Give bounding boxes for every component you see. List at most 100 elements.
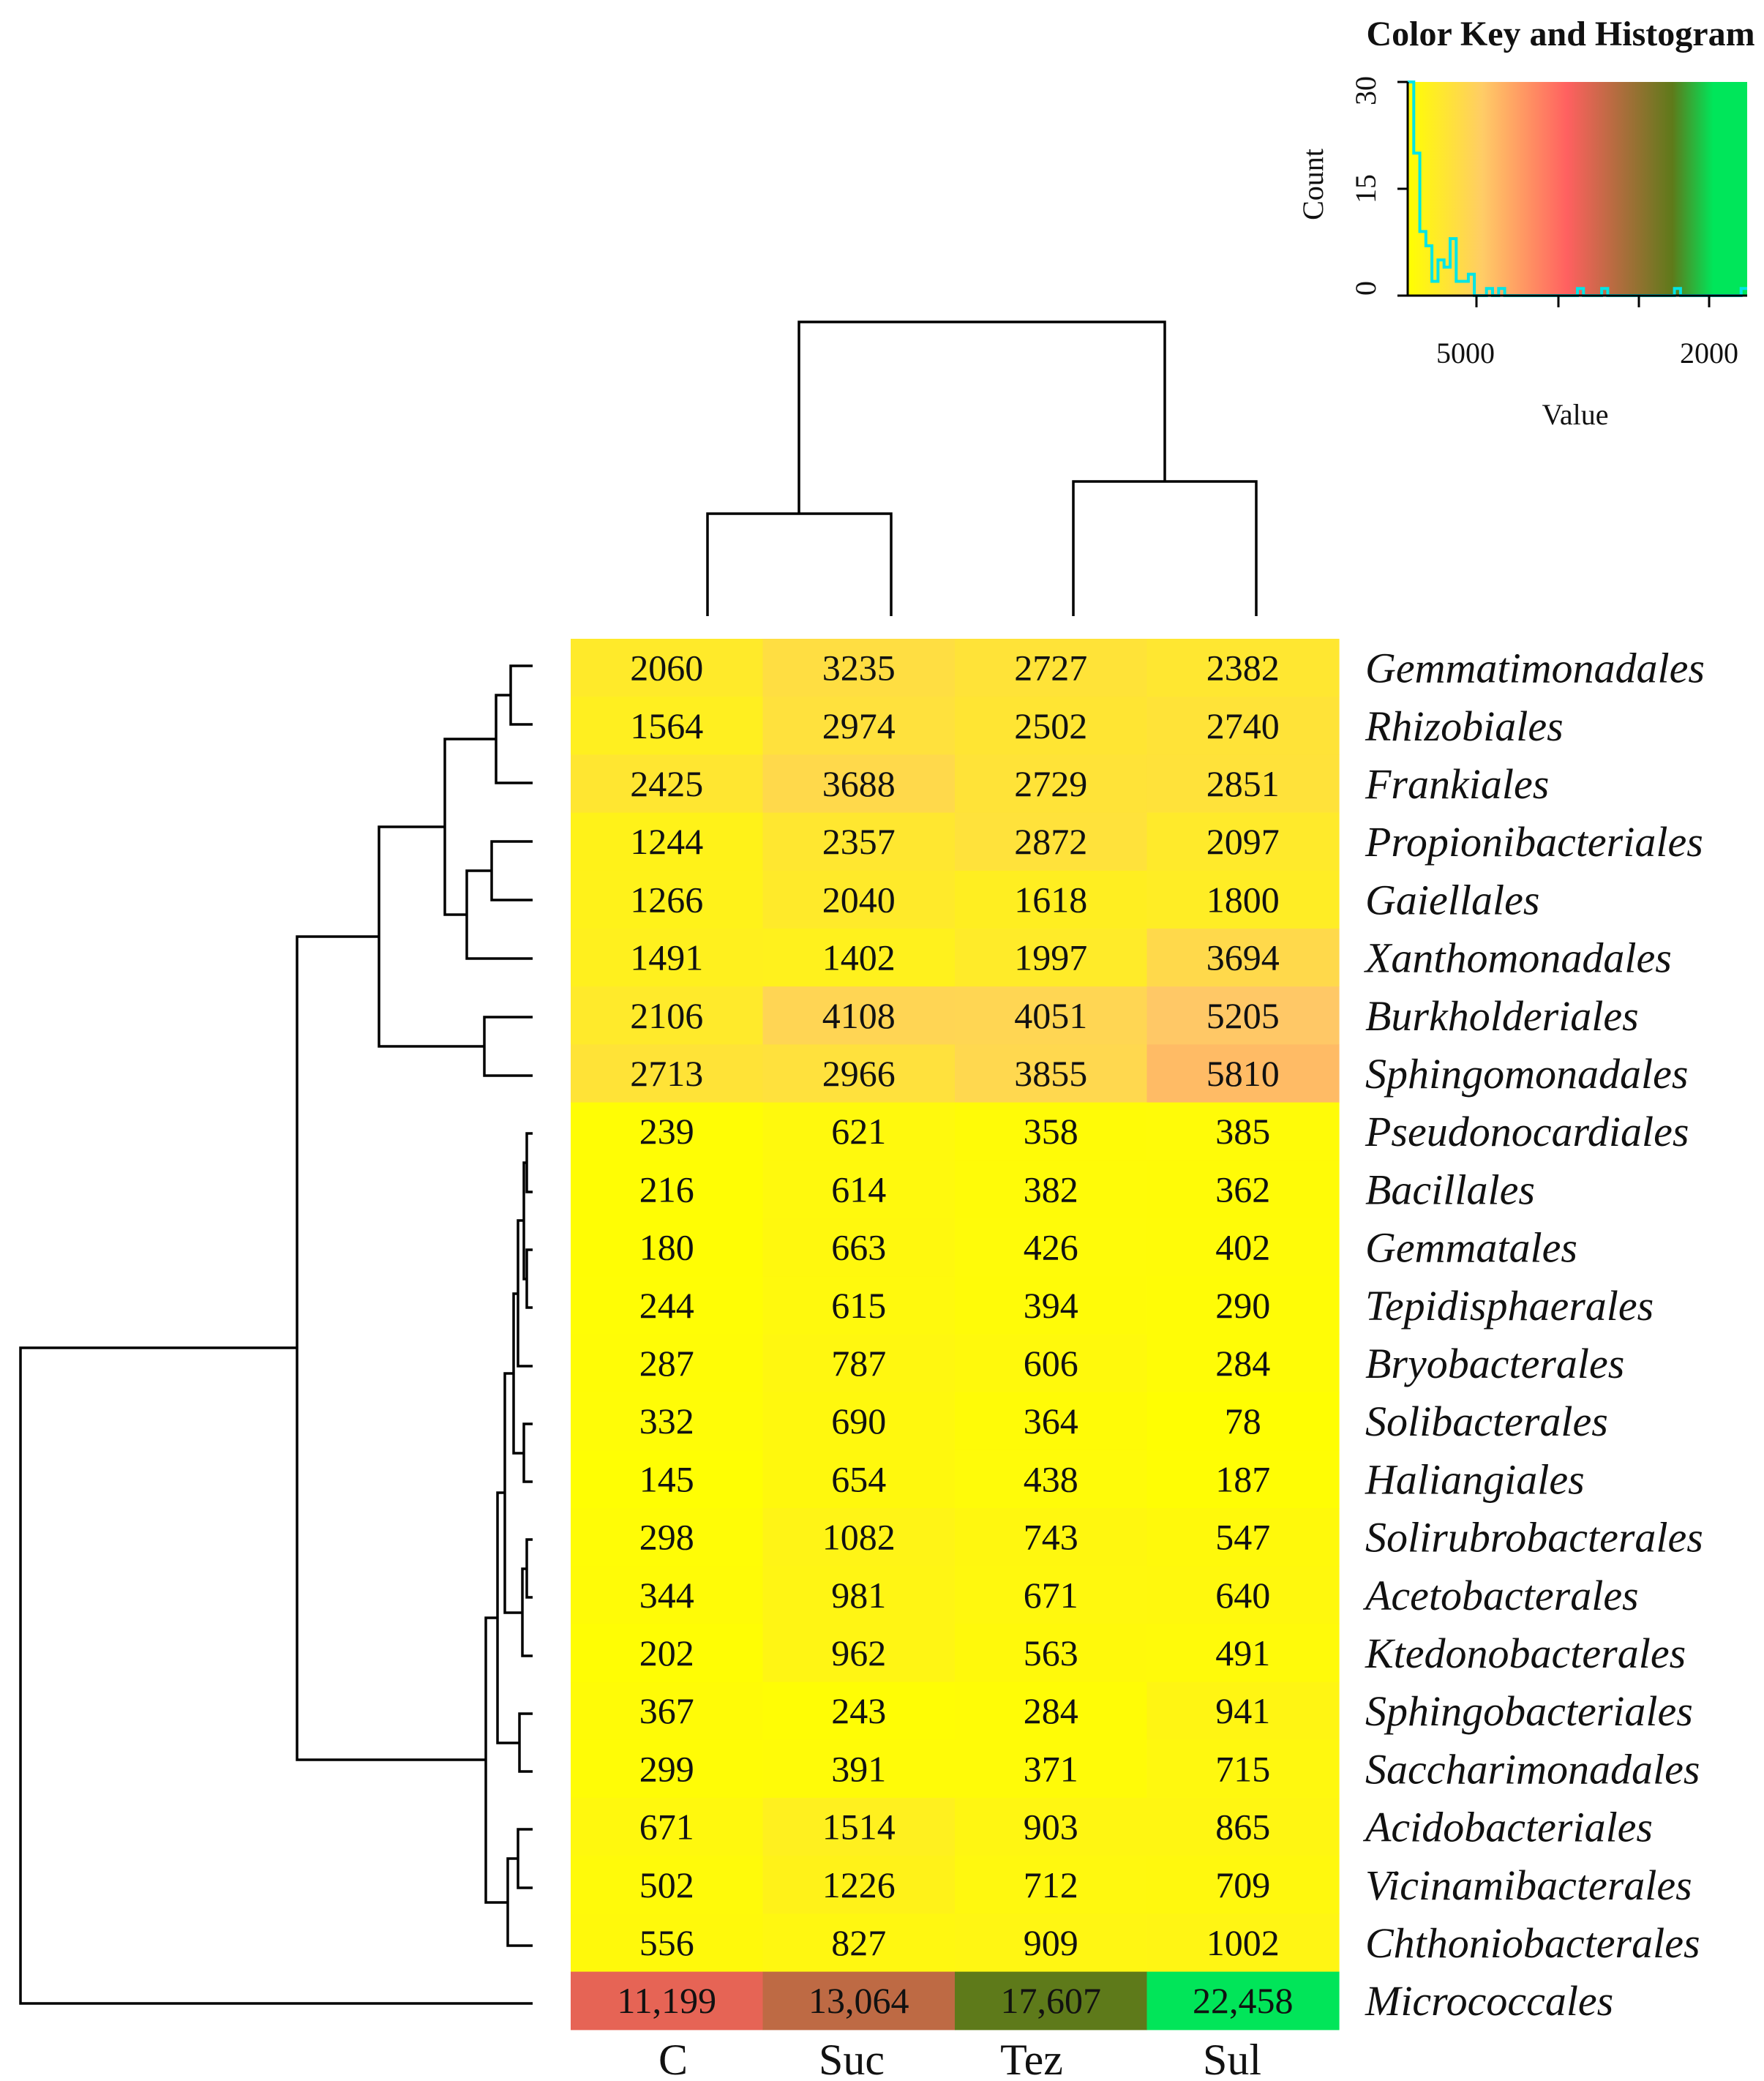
heatmap-cell (762, 1624, 956, 1683)
heatmap-cell (571, 754, 764, 814)
cell-value: 2966 (822, 1053, 896, 1094)
heatmap-cell (571, 1971, 764, 2031)
heatmap-cell (571, 1624, 764, 1683)
color-key-ytick-label: 0 (1349, 281, 1382, 296)
cell-value: 4051 (1014, 995, 1087, 1036)
cell-value: 180 (639, 1227, 694, 1268)
cell-value: 2727 (1014, 648, 1087, 689)
heatmap-cell (955, 1160, 1148, 1219)
heatmap-cell (571, 1566, 764, 1624)
cell-value: 78 (1225, 1401, 1261, 1441)
cell-value: 2425 (630, 763, 703, 804)
cell-value: 1618 (1014, 879, 1087, 920)
heatmap-cell (762, 1392, 956, 1451)
color-key-yticks: 0 15 30 (1349, 76, 1408, 297)
heatmap-cell (1146, 1450, 1340, 1509)
color-key-xticks: 5000 2000 (1436, 296, 1738, 370)
heatmap-cell (762, 812, 956, 871)
cell-value: 17,607 (1001, 1980, 1102, 2021)
cell-value: 2060 (630, 648, 703, 689)
cell-value: 284 (1024, 1690, 1078, 1731)
cell-value: 299 (639, 1748, 694, 1789)
cell-value: 290 (1215, 1285, 1270, 1326)
row-label: Sphingomonadales (1365, 1050, 1688, 1098)
row-label: Rhizobiales (1365, 702, 1564, 750)
cell-value: 5810 (1206, 1053, 1280, 1094)
cell-value: 690 (831, 1401, 886, 1441)
cell-value: 787 (831, 1343, 886, 1384)
cell-value: 367 (639, 1690, 694, 1731)
heatmap-cell (1146, 1798, 1340, 1856)
heatmap-cell (762, 929, 956, 987)
heatmap-cell (1146, 1334, 1340, 1393)
cell-value: 364 (1024, 1401, 1078, 1441)
heatmap-cell (571, 1450, 764, 1509)
cell-value: 391 (831, 1748, 886, 1789)
heatmap-cell (762, 754, 956, 814)
heatmap-cell (762, 1450, 956, 1509)
heatmap-cell (571, 1856, 764, 1914)
heatmap-cell (1146, 1508, 1340, 1567)
heatmap-cell (1146, 929, 1340, 987)
cell-value: 13,064 (808, 1980, 909, 2021)
row-labels: Gemmatimonadales Rhizobiales Frankiales Pro… (1362, 645, 1705, 2025)
heatmap-cell (955, 639, 1148, 697)
cell-value: 298 (639, 1517, 694, 1558)
heatmap-cell (955, 1681, 1148, 1741)
row-label: Sphingobacteriales (1365, 1687, 1693, 1735)
heatmap-cell (571, 1798, 764, 1856)
cell-value: 671 (639, 1807, 694, 1848)
heatmap-cell (955, 1971, 1148, 2031)
color-key-gradient (1408, 82, 1747, 296)
column-label: Suc (819, 2036, 885, 2081)
heatmap-cell (955, 754, 1148, 814)
cell-value: 239 (639, 1111, 694, 1152)
heatmap-cell (762, 1566, 956, 1624)
row-label: Gemmatimonadales (1365, 645, 1705, 692)
cell-value: 547 (1215, 1517, 1270, 1558)
cell-value: 382 (1024, 1169, 1078, 1210)
cell-value: 709 (1215, 1864, 1270, 1905)
row-label: Acetobacterales (1362, 1572, 1639, 1619)
cell-value: 1266 (630, 879, 703, 920)
row-label: Burkholderiales (1365, 992, 1639, 1040)
heatmap-cell (955, 1566, 1148, 1624)
heatmap-cell (571, 697, 764, 755)
heatmap-cell (955, 1044, 1148, 1103)
cell-value: 614 (831, 1169, 886, 1210)
heatmap-cell (1146, 1218, 1340, 1277)
cell-value: 663 (831, 1227, 886, 1268)
cell-value: 202 (639, 1632, 694, 1673)
heatmap-cell (762, 1044, 956, 1103)
color-key: Color Key and Histogram 0 15 30 Count 50… (1296, 15, 1755, 431)
heatmap-cell (571, 1913, 764, 1973)
row-label: Bacillales (1365, 1166, 1535, 1213)
heatmap-cell (1146, 1856, 1340, 1914)
heatmap-cell (762, 697, 956, 755)
row-label: Micrococcales (1365, 1977, 1613, 2025)
column-label: Sul (1203, 2036, 1261, 2081)
heatmap-cell (762, 1218, 956, 1277)
cell-value: 2872 (1014, 821, 1087, 862)
column-dendrogram (706, 320, 1258, 616)
row-dendrogram (19, 664, 533, 2005)
cell-value: 1226 (822, 1864, 896, 1905)
heatmap-cell (1146, 639, 1340, 697)
heatmap-cell (955, 986, 1148, 1045)
cell-value: 243 (831, 1690, 886, 1731)
row-label: Frankiales (1365, 760, 1549, 808)
heatmap-cell (1146, 1160, 1340, 1219)
heatmap-cell (762, 870, 956, 929)
cell-value: 1244 (630, 821, 703, 862)
heatmap-cell (571, 1392, 764, 1451)
cell-value: 332 (639, 1401, 694, 1441)
cell-value: 187 (1215, 1458, 1270, 1499)
heatmap-cell (571, 1334, 764, 1393)
row-label: Chthoniobacterales (1365, 1919, 1700, 1967)
heatmap-cell (955, 1798, 1148, 1856)
heatmap-cell (955, 1508, 1148, 1567)
cell-value: 2851 (1206, 763, 1280, 804)
cell-value: 2740 (1206, 705, 1280, 746)
heatmap-cell (762, 1102, 956, 1161)
heatmap-cell (762, 1913, 956, 1973)
